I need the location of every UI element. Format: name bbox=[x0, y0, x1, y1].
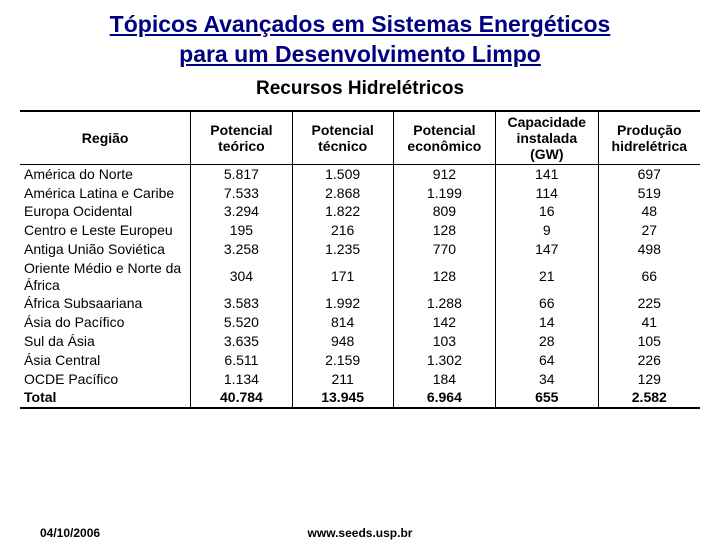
table-row: Oriente Médio e Norte da África304171128… bbox=[20, 259, 700, 295]
table-total-cell: 13.945 bbox=[292, 388, 393, 408]
table-total-cell: 40.784 bbox=[191, 388, 292, 408]
table-cell: 66 bbox=[495, 294, 598, 313]
table-row: OCDE Pacífico1.13421118434129 bbox=[20, 370, 700, 389]
table-cell: 64 bbox=[495, 351, 598, 370]
table-row: Ásia do Pacífico5.5208141421441 bbox=[20, 313, 700, 332]
col-header-region: Região bbox=[20, 111, 191, 165]
title-line-2: para um Desenvolvimento Limpo bbox=[179, 41, 541, 67]
table-cell: 114 bbox=[495, 184, 598, 203]
table-cell: 6.511 bbox=[191, 351, 292, 370]
table-cell: 5.817 bbox=[191, 164, 292, 183]
table-cell: 1.199 bbox=[393, 184, 495, 203]
col-header-economico: Potencial econômico bbox=[393, 111, 495, 165]
table-total-cell: Total bbox=[20, 388, 191, 408]
page-title: Tópicos Avançados em Sistemas Energético… bbox=[0, 10, 720, 70]
table-cell: 128 bbox=[393, 221, 495, 240]
table-cell: 2.868 bbox=[292, 184, 393, 203]
table-cell: 814 bbox=[292, 313, 393, 332]
table-cell: 128 bbox=[393, 259, 495, 295]
hydro-table: Região Potencial teórico Potencial técni… bbox=[20, 110, 700, 409]
table-cell: 41 bbox=[598, 313, 700, 332]
table-cell: 195 bbox=[191, 221, 292, 240]
table-cell: América do Norte bbox=[20, 164, 191, 183]
footer: 04/10/2006 www.seeds.usp.br bbox=[0, 526, 720, 540]
table-cell: 34 bbox=[495, 370, 598, 389]
table-row: Centro e Leste Europeu195216128927 bbox=[20, 221, 700, 240]
table-cell: 226 bbox=[598, 351, 700, 370]
table-cell: 48 bbox=[598, 202, 700, 221]
table-cell: 1.992 bbox=[292, 294, 393, 313]
footer-url: www.seeds.usp.br bbox=[0, 526, 720, 540]
table-cell: 1.302 bbox=[393, 351, 495, 370]
table-total-cell: 655 bbox=[495, 388, 598, 408]
table-cell: 225 bbox=[598, 294, 700, 313]
table-total-cell: 6.964 bbox=[393, 388, 495, 408]
table-cell: 28 bbox=[495, 332, 598, 351]
col-header-tecnico: Potencial técnico bbox=[292, 111, 393, 165]
table-cell: Europa Ocidental bbox=[20, 202, 191, 221]
table-cell: 184 bbox=[393, 370, 495, 389]
table-row: América do Norte5.8171.509912141697 bbox=[20, 164, 700, 183]
table-cell: 147 bbox=[495, 240, 598, 259]
table-cell: Sul da Ásia bbox=[20, 332, 191, 351]
table-cell: 129 bbox=[598, 370, 700, 389]
table-row: África Subsaariana3.5831.9921.28866225 bbox=[20, 294, 700, 313]
table-cell: 142 bbox=[393, 313, 495, 332]
table-cell: 948 bbox=[292, 332, 393, 351]
table-cell: 1.134 bbox=[191, 370, 292, 389]
table-cell: América Latina e Caribe bbox=[20, 184, 191, 203]
title-line-1: Tópicos Avançados em Sistemas Energético… bbox=[110, 11, 611, 37]
table-cell: Oriente Médio e Norte da África bbox=[20, 259, 191, 295]
table-cell: 304 bbox=[191, 259, 292, 295]
table-total-row: Total40.78413.9456.9646552.582 bbox=[20, 388, 700, 408]
table-row: Sul da Ásia3.63594810328105 bbox=[20, 332, 700, 351]
table-row: Ásia Central6.5112.1591.30264226 bbox=[20, 351, 700, 370]
footer-date: 04/10/2006 bbox=[40, 526, 100, 540]
table-cell: 770 bbox=[393, 240, 495, 259]
table-cell: 1.235 bbox=[292, 240, 393, 259]
table-cell: Centro e Leste Europeu bbox=[20, 221, 191, 240]
table-cell: 7.533 bbox=[191, 184, 292, 203]
table-row: Antiga União Soviética3.2581.23577014749… bbox=[20, 240, 700, 259]
table-cell: 16 bbox=[495, 202, 598, 221]
table-cell: 1.822 bbox=[292, 202, 393, 221]
col-header-producao: Produção hidrelétrica bbox=[598, 111, 700, 165]
col-header-capacidade: Capacidade instalada (GW) bbox=[495, 111, 598, 165]
table-header-row: Região Potencial teórico Potencial técni… bbox=[20, 111, 700, 165]
table-row: América Latina e Caribe7.5332.8681.19911… bbox=[20, 184, 700, 203]
table-cell: 498 bbox=[598, 240, 700, 259]
table-row: Europa Ocidental3.2941.8228091648 bbox=[20, 202, 700, 221]
table-cell: 216 bbox=[292, 221, 393, 240]
table-cell: Ásia do Pacífico bbox=[20, 313, 191, 332]
table-cell: 9 bbox=[495, 221, 598, 240]
table-cell: 27 bbox=[598, 221, 700, 240]
table-cell: 14 bbox=[495, 313, 598, 332]
table-cell: África Subsaariana bbox=[20, 294, 191, 313]
table-cell: 66 bbox=[598, 259, 700, 295]
subtitle: Recursos Hidrelétricos bbox=[0, 78, 720, 100]
table-cell: 519 bbox=[598, 184, 700, 203]
table-cell: Antiga União Soviética bbox=[20, 240, 191, 259]
col-header-teorico: Potencial teórico bbox=[191, 111, 292, 165]
table-cell: 3.583 bbox=[191, 294, 292, 313]
table-cell: 5.520 bbox=[191, 313, 292, 332]
table-cell: 105 bbox=[598, 332, 700, 351]
table-cell: 141 bbox=[495, 164, 598, 183]
table-cell: 809 bbox=[393, 202, 495, 221]
table-cell: 3.635 bbox=[191, 332, 292, 351]
table-cell: 21 bbox=[495, 259, 598, 295]
table-cell: 3.258 bbox=[191, 240, 292, 259]
table-cell: 2.159 bbox=[292, 351, 393, 370]
table-cell: 697 bbox=[598, 164, 700, 183]
table-cell: 3.294 bbox=[191, 202, 292, 221]
table-cell: 1.288 bbox=[393, 294, 495, 313]
table-cell: 912 bbox=[393, 164, 495, 183]
table-cell: OCDE Pacífico bbox=[20, 370, 191, 389]
table-cell: 171 bbox=[292, 259, 393, 295]
table-cell: 211 bbox=[292, 370, 393, 389]
table-cell: 103 bbox=[393, 332, 495, 351]
table-total-cell: 2.582 bbox=[598, 388, 700, 408]
table-cell: Ásia Central bbox=[20, 351, 191, 370]
table-cell: 1.509 bbox=[292, 164, 393, 183]
